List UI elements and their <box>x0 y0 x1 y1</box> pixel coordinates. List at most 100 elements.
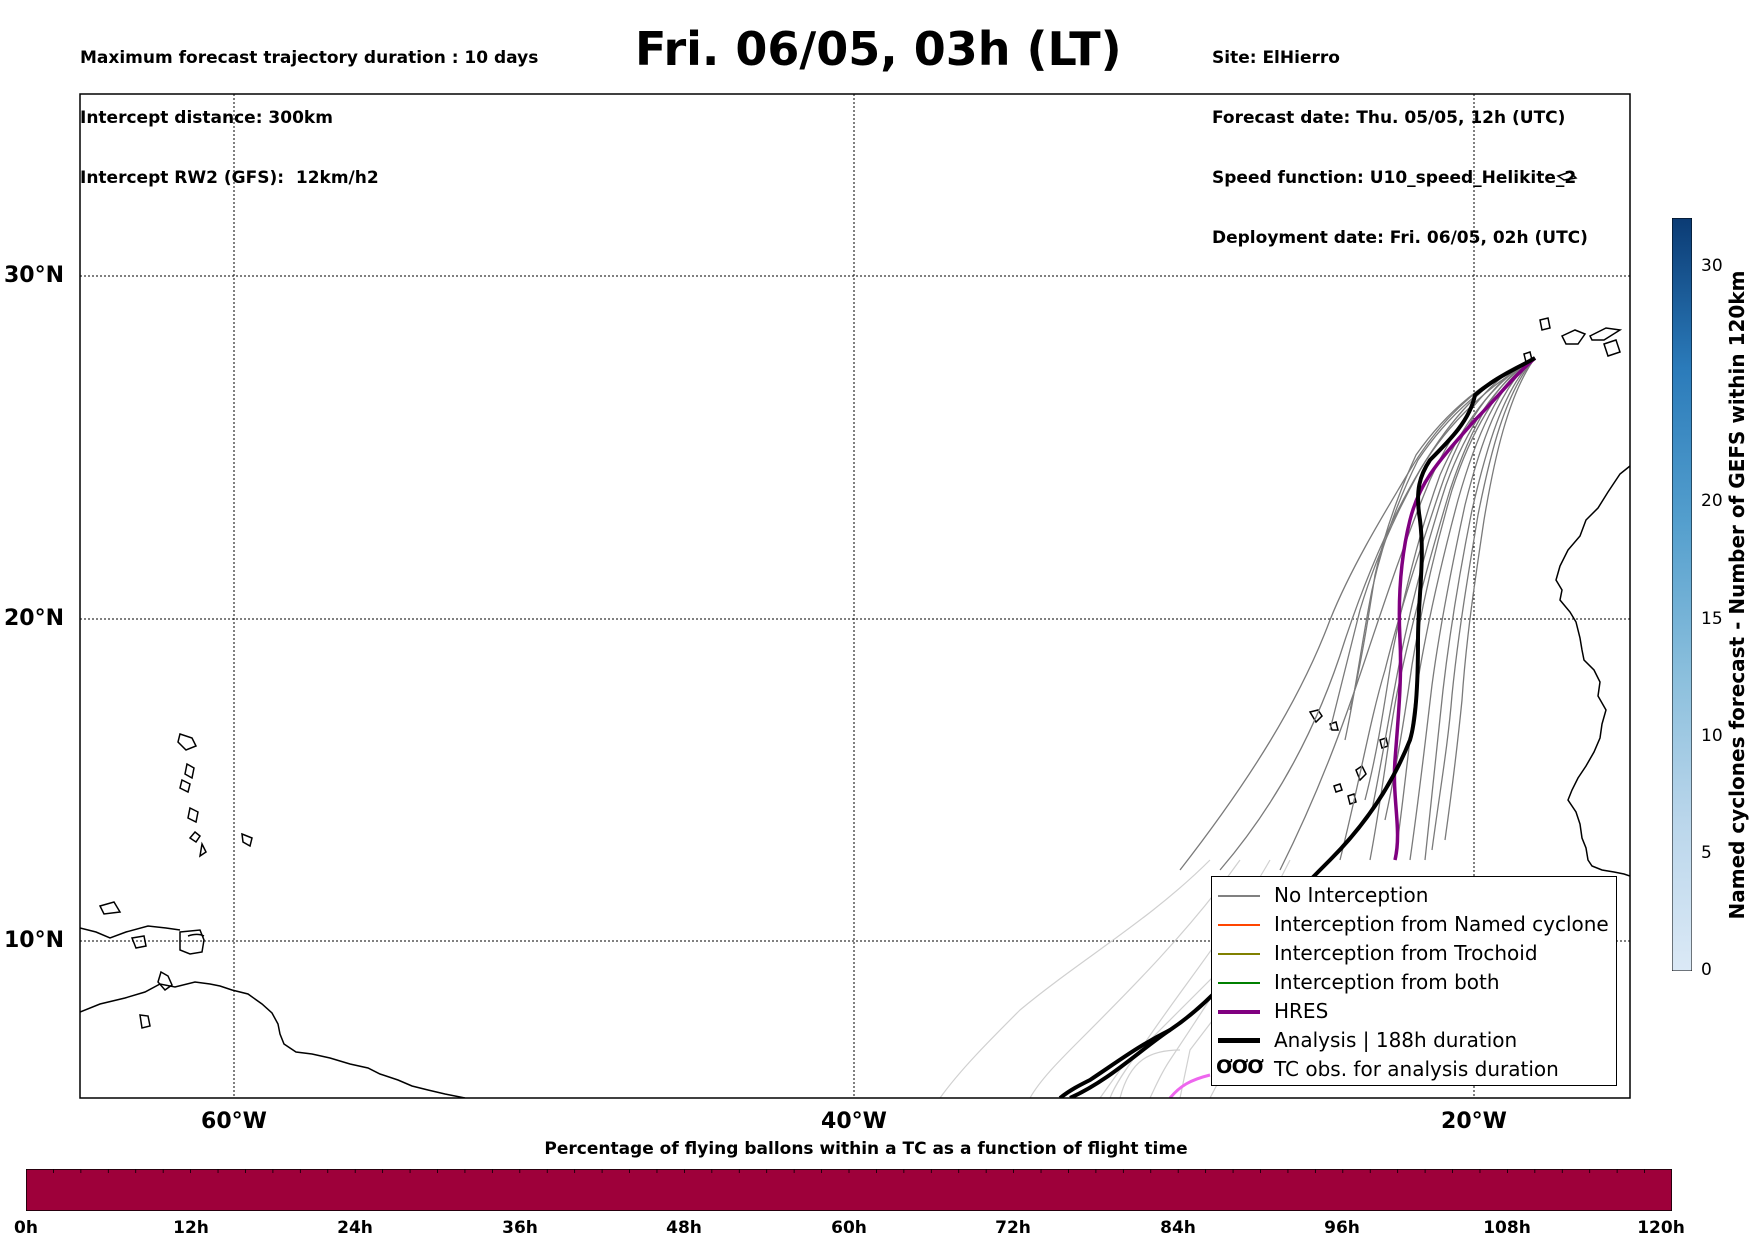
flight-time-tick: 120h <box>1637 1218 1685 1238</box>
hres-trajectory <box>1392 356 1537 861</box>
island-2 <box>187 933 205 937</box>
cbar-tick: 10 <box>1701 726 1723 746</box>
flight-time-tick: 36h <box>502 1218 538 1238</box>
legend-label: TC obs. for analysis duration <box>1274 1057 1559 1081</box>
speed-function-text: Speed function: U10_speed_Helikite_2 <box>1212 168 1577 188</box>
island-1 <box>157 970 173 992</box>
legend-swatch <box>1218 953 1260 955</box>
island-barbados <box>187 806 199 824</box>
cbar-tick: 30 <box>1701 256 1723 276</box>
forecast-date-text: Forecast date: Thu. 05/05, 12h (UTC) <box>1212 108 1566 128</box>
island-8 <box>130 935 147 949</box>
legend-item-named-cyclone: Interception from Named cyclone <box>1212 910 1616 939</box>
trajectory <box>1219 357 1536 871</box>
hres-light-trajectory <box>1168 1073 1211 1098</box>
legend-label: Analysis | 188h duration <box>1274 1028 1518 1052</box>
coastlines <box>80 171 1630 1098</box>
legend-label: No Interception <box>1274 883 1429 907</box>
forecast-trajectories <box>1179 357 1536 871</box>
legend-swatch <box>1218 924 1260 926</box>
colorbar-title: Named cyclones forecast - Number of GEFS… <box>1725 270 1749 920</box>
island-7 <box>98 901 122 915</box>
legend-item-hres: HRES <box>1212 997 1616 1026</box>
cape-verde-6 <box>1347 793 1357 805</box>
trajectory <box>1444 357 1536 841</box>
legend-swatch <box>1218 1010 1260 1014</box>
deployment-date-text: Deployment date: Fri. 06/05, 02h (UTC) <box>1212 228 1588 248</box>
trajectory <box>1344 357 1536 741</box>
flight-time-tick: 48h <box>666 1218 702 1238</box>
canary-4 <box>1603 339 1621 357</box>
legend-label: HRES <box>1274 999 1329 1023</box>
island-6 <box>241 832 253 848</box>
cbar-tick: 0 <box>1701 960 1712 980</box>
trajectory <box>1394 357 1536 861</box>
legend-label: Interception from Named cyclone <box>1274 912 1609 936</box>
trinidad-coast <box>179 929 205 955</box>
africa-coast <box>1555 465 1630 877</box>
south-america-coast <box>80 981 466 1098</box>
analysis-trajectory <box>1069 356 1536 1098</box>
canary-1 <box>1539 317 1551 331</box>
header-info-right: Site: ElHierro Forecast date: Thu. 05/05… <box>1212 8 1588 268</box>
legend-label: Interception from both <box>1274 970 1500 994</box>
flight-time-tick: 12h <box>173 1218 209 1238</box>
lon-label-20w: 20°W <box>1441 1109 1507 1134</box>
flight-time-tick: 72h <box>995 1218 1031 1238</box>
legend-item-no-interception: No Interception <box>1212 881 1616 910</box>
lat-label-20: 20°N <box>3 606 64 631</box>
header-info-left: Maximum forecast trajectory duration : 1… <box>80 8 538 208</box>
flight-time-tick: 0h <box>14 1218 38 1238</box>
trajectory-light <box>939 859 1211 1098</box>
cape-verde-3 <box>1355 764 1367 782</box>
flight-time-tick: 60h <box>831 1218 867 1238</box>
analysis-trajectory-tail <box>1058 1028 1171 1098</box>
site-text: Site: ElHierro <box>1212 48 1340 68</box>
map-frame <box>79 93 1631 1099</box>
page-title: Fri. 06/05, 03h (LT) <box>635 22 1122 76</box>
trajectory <box>1424 357 1536 861</box>
legend-item-tc-obs: ƠƠƠ TC obs. for analysis duration <box>1212 1055 1616 1084</box>
trajectory-light <box>1029 859 1241 1098</box>
cape-verde-5 <box>1333 783 1343 793</box>
canary-3 <box>1588 327 1623 341</box>
lon-label-60w: 60°W <box>201 1109 267 1134</box>
venezuela-coast-north <box>80 925 181 939</box>
trajectory <box>1349 357 1536 711</box>
flight-time-tick: 108h <box>1483 1218 1531 1238</box>
lat-label-30: 30°N <box>3 263 64 288</box>
canary-2 <box>1560 329 1587 345</box>
island-5 <box>198 841 207 858</box>
flight-time-tick: 84h <box>1160 1218 1196 1238</box>
lat-label-10: 10°N <box>3 928 64 953</box>
island-3 <box>179 778 191 794</box>
trajectory <box>1384 357 1536 821</box>
legend-swatch <box>1218 895 1260 897</box>
madeira <box>1556 171 1578 181</box>
flight-time-bar <box>26 1169 1672 1211</box>
cbar-tick: 15 <box>1701 609 1723 629</box>
intercept-distance-text: Intercept distance: 300km <box>80 108 333 128</box>
trajectory <box>1409 357 1536 861</box>
max-duration-text: Maximum forecast trajectory duration : 1… <box>80 48 539 68</box>
tc-symbol-icon: ƠƠƠ <box>1216 1056 1264 1078</box>
island-4 <box>188 830 202 844</box>
vertical-colorbar <box>1672 218 1692 971</box>
intercept-rw2-text: Intercept RW2 (GFS): 12km/h2 <box>80 168 379 188</box>
island-guadeloupe <box>177 733 198 751</box>
legend-label: Interception from Trochoid <box>1274 941 1538 965</box>
trajectory <box>1431 357 1536 851</box>
island-martinique <box>184 762 195 780</box>
trajectory <box>1179 357 1536 871</box>
island-9 <box>139 1014 151 1029</box>
legend-item-analysis: Analysis | 188h duration <box>1212 1026 1616 1055</box>
flight-time-tick: 96h <box>1324 1218 1360 1238</box>
lon-label-40w: 40°W <box>821 1109 887 1134</box>
legend-item-both: Interception from both <box>1212 968 1616 997</box>
cape-verde-1 <box>1308 709 1323 724</box>
trajectory <box>1364 357 1536 801</box>
legend: No Interception Interception from Named … <box>1211 876 1617 1086</box>
flight-time-bar-title: Percentage of flying ballons within a TC… <box>544 1139 1188 1159</box>
legend-swatch <box>1218 1038 1260 1043</box>
cbar-tick: 5 <box>1701 843 1712 863</box>
